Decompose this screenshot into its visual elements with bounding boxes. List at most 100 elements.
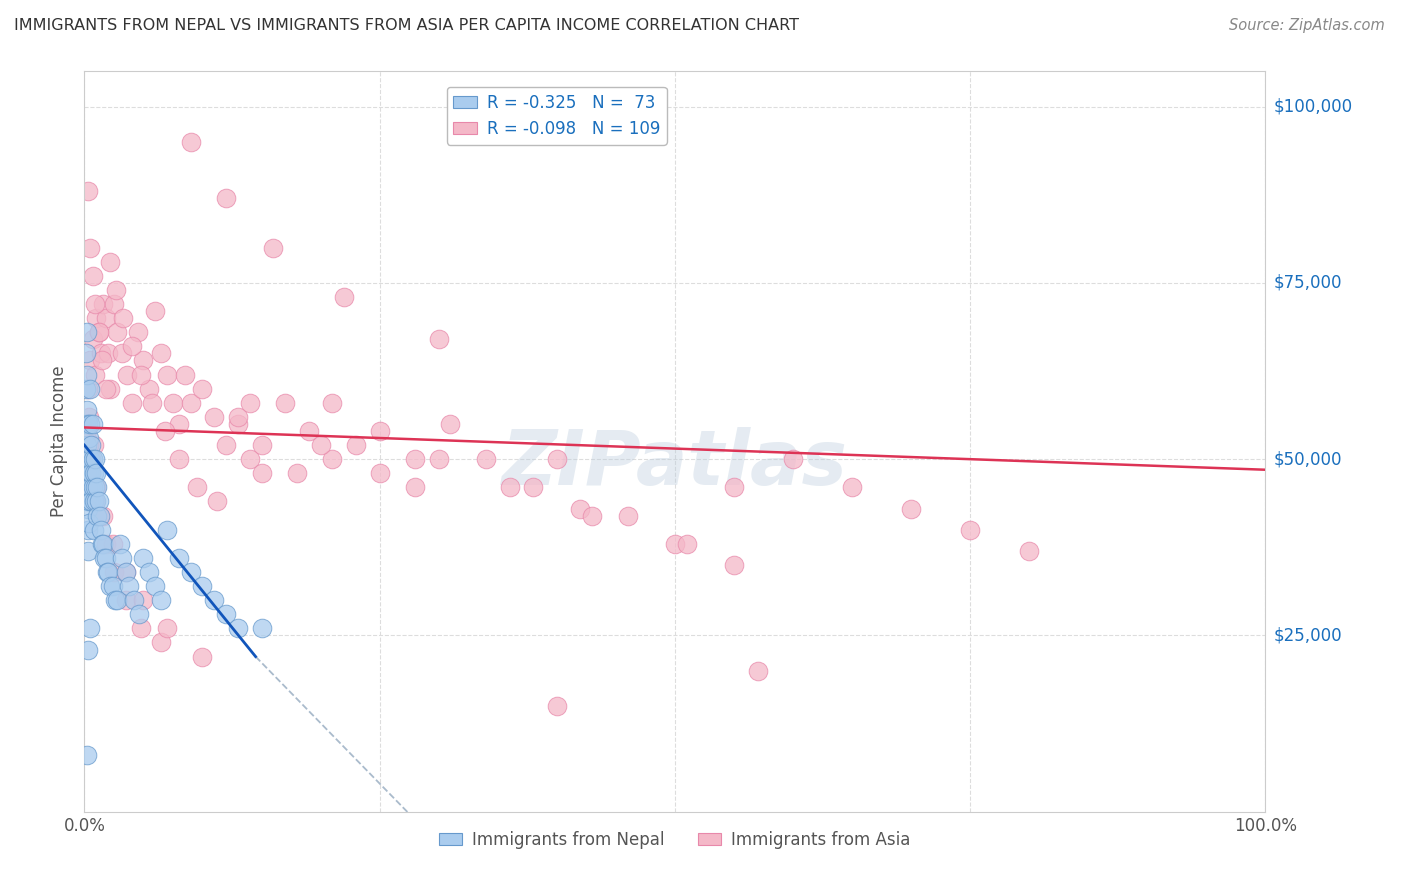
Point [404,452,426,467]
Point [118,579,141,593]
Point [156,523,179,537]
Point [86,480,108,494]
Point [143,579,166,593]
Point [84,480,107,494]
Point [111,550,134,565]
Point [94,550,117,565]
Point [91,508,114,523]
Point [285,467,308,481]
Point [180,396,202,410]
Point [427,452,450,467]
Point [156,368,179,382]
Point [94,537,117,551]
Point [108,537,131,551]
Text: ZIPatlas: ZIPatlas [502,426,848,500]
Point [77,480,100,494]
Point [80,438,103,452]
Text: $75,000: $75,000 [1274,274,1343,292]
Point [87,325,110,339]
Point [129,368,152,382]
Point [75,346,97,360]
Point [723,480,745,494]
Point [150,635,173,649]
Point [83,467,105,481]
Point [84,368,107,382]
Point [82,268,104,283]
Point [581,508,603,523]
Point [79,480,101,494]
Point [91,297,114,311]
Point [262,241,284,255]
Point [127,325,149,339]
Point [250,621,273,635]
Point [82,452,104,467]
Point [122,593,145,607]
Point [91,353,114,368]
Point [114,565,136,579]
Point [150,593,173,607]
Point [77,417,100,431]
Point [77,467,100,481]
Point [439,417,461,431]
Point [76,494,98,508]
Point [226,621,249,635]
Point [77,184,100,198]
Point [368,467,391,481]
Point [404,480,426,494]
Point [82,417,104,431]
Point [841,480,863,494]
Point [79,621,101,635]
Point [87,494,110,508]
Point [226,409,249,424]
Point [191,382,214,396]
Point [77,523,100,537]
Point [215,438,238,452]
Point [114,565,136,579]
Point [191,579,214,593]
Point [77,452,100,467]
Point [180,135,202,149]
Point [84,297,107,311]
Point [141,396,163,410]
Point [475,452,498,467]
Point [105,283,128,297]
Point [91,537,114,551]
Point [191,649,214,664]
Point [569,501,592,516]
Point [94,382,117,396]
Point [309,438,332,452]
Point [333,290,356,304]
Point [368,424,391,438]
Text: Source: ZipAtlas.com: Source: ZipAtlas.com [1229,18,1385,33]
Point [107,325,129,339]
Point [80,452,103,467]
Point [132,353,155,368]
Point [138,382,160,396]
Point [98,382,121,396]
Point [97,565,120,579]
Point [83,523,105,537]
Point [80,467,103,481]
Point [77,544,100,558]
Point [89,508,111,523]
Point [91,537,114,551]
Point [77,382,100,396]
Point [79,417,101,431]
Point [94,311,117,326]
Text: $50,000: $50,000 [1274,450,1343,468]
Point [84,494,107,508]
Point [239,396,262,410]
Point [76,467,98,481]
Point [498,480,520,494]
Point [167,550,190,565]
Point [75,382,97,396]
Point [202,593,225,607]
Point [96,565,118,579]
Point [83,438,105,452]
Point [83,494,105,508]
Point [89,508,111,523]
Point [664,537,686,551]
Point [900,501,922,516]
Point [84,311,107,326]
Point [84,494,107,508]
